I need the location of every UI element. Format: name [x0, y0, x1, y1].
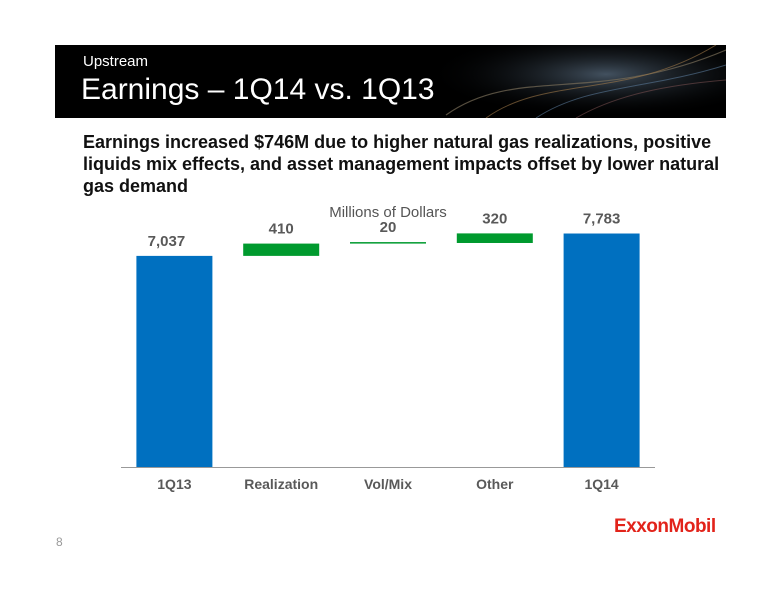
x-tick-label: 1Q14 [584, 476, 618, 492]
slide-subtitle: Earnings increased $746M due to higher n… [83, 132, 720, 196]
data-label: 320 [482, 210, 507, 227]
section-label: Upstream [83, 53, 149, 70]
data-label: 7,037 [148, 233, 186, 250]
bar-1q13 [136, 255, 213, 467]
x-tick-label: Other [476, 476, 514, 492]
slide-header: Upstream Earnings – 1Q14 vs. 1Q13 [55, 45, 726, 118]
exxonmobil-logo: ExxonMobil [614, 516, 716, 537]
chart-units-label: Millions of Dollars [329, 204, 447, 221]
page-number: 8 [56, 535, 63, 549]
data-label: 410 [269, 221, 294, 238]
bar-other [456, 233, 533, 243]
bar-1q14 [563, 233, 640, 467]
header-decoration-image [426, 45, 726, 118]
x-tick-label: Vol/Mix [364, 476, 412, 492]
data-label: 7,783 [583, 211, 621, 228]
x-tick-label: Realization [244, 476, 318, 492]
bar-realization [243, 243, 320, 256]
bar-vol-mix [350, 242, 426, 244]
x-tick-label: 1Q13 [157, 476, 191, 492]
data-label: 20 [380, 219, 397, 236]
slide-title: Earnings – 1Q14 vs. 1Q13 [81, 73, 435, 106]
